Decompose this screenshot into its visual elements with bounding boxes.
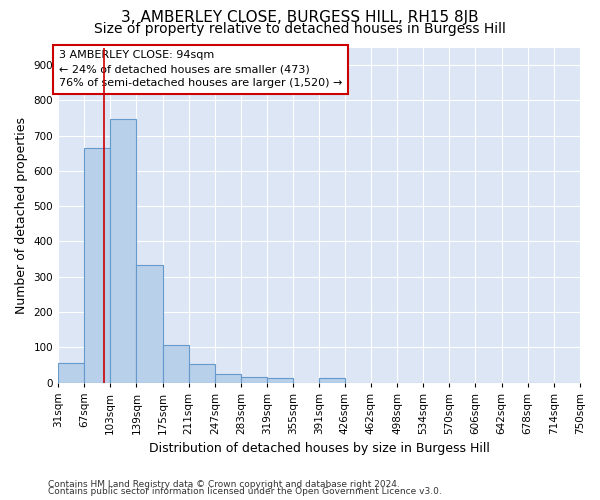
Text: 3, AMBERLEY CLOSE, BURGESS HILL, RH15 8JB: 3, AMBERLEY CLOSE, BURGESS HILL, RH15 8J… (121, 10, 479, 25)
Bar (58, 363, 84, 382)
X-axis label: Distribution of detached houses by size in Burgess Hill: Distribution of detached houses by size … (149, 442, 490, 455)
Text: Contains HM Land Registry data © Crown copyright and database right 2024.: Contains HM Land Registry data © Crown c… (48, 480, 400, 489)
Text: Size of property relative to detached houses in Burgess Hill: Size of property relative to detached ho… (94, 22, 506, 36)
Bar (267, 378, 293, 382)
Y-axis label: Number of detached properties: Number of detached properties (15, 116, 28, 314)
Bar (241, 377, 267, 382)
Bar (163, 345, 189, 383)
Bar (215, 374, 241, 382)
Text: 3 AMBERLEY CLOSE: 94sqm
← 24% of detached houses are smaller (473)
76% of semi-d: 3 AMBERLEY CLOSE: 94sqm ← 24% of detache… (59, 50, 342, 88)
Text: Contains public sector information licensed under the Open Government Licence v3: Contains public sector information licen… (48, 487, 442, 496)
Bar (189, 364, 215, 382)
Bar (84, 148, 110, 382)
Bar (110, 118, 136, 382)
Bar (136, 265, 163, 382)
Bar (319, 378, 345, 382)
